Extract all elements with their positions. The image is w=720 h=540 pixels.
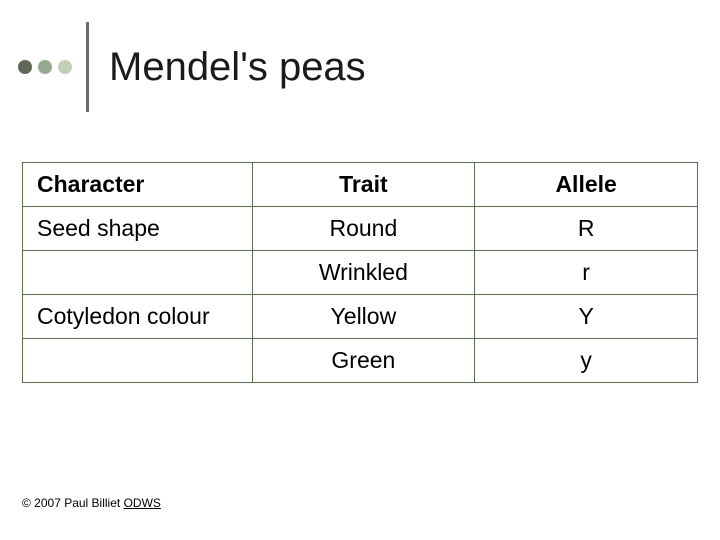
vertical-divider xyxy=(86,22,89,112)
cell-trait: Green xyxy=(252,339,475,383)
slide-header: Mendel's peas xyxy=(0,0,720,112)
col-header-allele: Allele xyxy=(475,163,698,207)
cell-allele: r xyxy=(475,251,698,295)
cell-trait: Round xyxy=(252,207,475,251)
table-row: Green y xyxy=(23,339,698,383)
cell-trait: Yellow xyxy=(252,295,475,339)
table-row: Cotyledon colour Yellow Y xyxy=(23,295,698,339)
cell-trait: Wrinkled xyxy=(252,251,475,295)
col-header-trait: Trait xyxy=(252,163,475,207)
col-header-character: Character xyxy=(23,163,253,207)
header-bullets xyxy=(18,60,72,74)
cell-character: Seed shape xyxy=(23,207,253,251)
cell-character xyxy=(23,251,253,295)
cell-allele: R xyxy=(475,207,698,251)
copyright-text: © 2007 Paul Billiet xyxy=(22,496,124,510)
table-header-row: Character Trait Allele xyxy=(23,163,698,207)
table-row: Wrinkled r xyxy=(23,251,698,295)
table-container: Character Trait Allele Seed shape Round … xyxy=(0,112,720,383)
bullet-icon xyxy=(58,60,72,74)
copyright-footer: © 2007 Paul Billiet ODWS xyxy=(22,496,161,510)
cell-allele: Y xyxy=(475,295,698,339)
cell-allele: y xyxy=(475,339,698,383)
bullet-icon xyxy=(38,60,52,74)
cell-character xyxy=(23,339,253,383)
table-row: Seed shape Round R xyxy=(23,207,698,251)
odws-link[interactable]: ODWS xyxy=(124,496,161,510)
traits-table: Character Trait Allele Seed shape Round … xyxy=(22,162,698,383)
slide-title: Mendel's peas xyxy=(109,45,366,90)
bullet-icon xyxy=(18,60,32,74)
cell-character: Cotyledon colour xyxy=(23,295,253,339)
